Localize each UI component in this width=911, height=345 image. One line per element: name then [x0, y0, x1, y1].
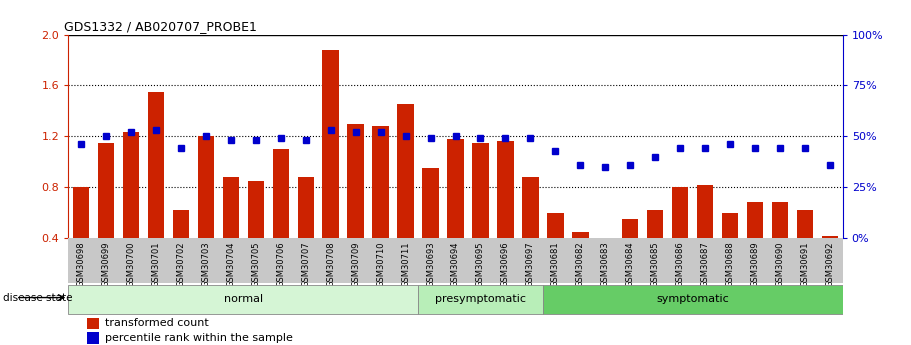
Text: GSM30703: GSM30703 — [201, 241, 210, 287]
Bar — [822, 236, 838, 289]
Text: GSM30683: GSM30683 — [601, 241, 609, 287]
Bar — [222, 177, 239, 289]
Bar — [298, 177, 313, 289]
Text: presymptomatic: presymptomatic — [435, 294, 526, 304]
Bar — [647, 210, 663, 289]
Bar — [198, 136, 214, 289]
Bar — [148, 92, 164, 289]
Bar — [123, 132, 138, 289]
Text: GSM30681: GSM30681 — [551, 241, 560, 287]
Bar — [272, 149, 289, 289]
Text: symptomatic: symptomatic — [657, 294, 729, 304]
Text: GSM30689: GSM30689 — [751, 241, 760, 287]
Text: GSM30707: GSM30707 — [302, 241, 310, 287]
Bar — [73, 187, 89, 289]
Text: GSM30708: GSM30708 — [326, 241, 335, 287]
Text: GSM30688: GSM30688 — [726, 241, 735, 287]
Text: GSM30690: GSM30690 — [776, 241, 784, 287]
Text: GSM30692: GSM30692 — [825, 241, 834, 287]
Bar — [672, 187, 689, 289]
Text: GSM30691: GSM30691 — [801, 241, 810, 287]
Text: GSM30686: GSM30686 — [676, 241, 685, 287]
Bar — [497, 141, 514, 289]
Text: GSM30699: GSM30699 — [101, 241, 110, 287]
Text: GSM30704: GSM30704 — [226, 241, 235, 287]
Bar — [622, 219, 639, 289]
Text: GSM30682: GSM30682 — [576, 241, 585, 287]
Text: GSM30706: GSM30706 — [276, 241, 285, 287]
Bar — [797, 210, 814, 289]
Text: GSM30702: GSM30702 — [176, 241, 185, 287]
Text: GSM30711: GSM30711 — [401, 241, 410, 287]
Bar — [397, 105, 414, 289]
Bar — [423, 168, 438, 289]
Text: transformed count: transformed count — [105, 318, 209, 328]
Text: GSM30697: GSM30697 — [526, 241, 535, 287]
Text: GSM30700: GSM30700 — [127, 241, 135, 287]
Text: percentile rank within the sample: percentile rank within the sample — [105, 333, 292, 343]
Bar — [747, 203, 763, 289]
Bar — [697, 185, 713, 289]
Bar — [522, 177, 538, 289]
Text: GDS1332 / AB020707_PROBE1: GDS1332 / AB020707_PROBE1 — [65, 20, 257, 33]
Bar — [548, 213, 564, 289]
Text: GSM30685: GSM30685 — [650, 241, 660, 287]
Bar — [87, 318, 99, 329]
Text: normal: normal — [223, 294, 262, 304]
Bar — [447, 139, 464, 289]
Bar — [322, 50, 339, 289]
Text: GSM30701: GSM30701 — [151, 241, 160, 287]
Bar — [87, 332, 99, 344]
Text: GSM30693: GSM30693 — [426, 241, 435, 287]
Bar — [572, 232, 589, 289]
Text: GSM30698: GSM30698 — [77, 241, 86, 287]
Bar — [248, 181, 264, 289]
Bar — [373, 126, 389, 289]
FancyBboxPatch shape — [418, 285, 543, 314]
FancyBboxPatch shape — [68, 285, 418, 314]
Bar — [773, 203, 788, 289]
Text: GSM30684: GSM30684 — [626, 241, 635, 287]
Text: GSM30709: GSM30709 — [351, 241, 360, 287]
Text: disease state: disease state — [3, 294, 72, 303]
Bar — [347, 124, 363, 289]
Text: GSM30696: GSM30696 — [501, 241, 510, 287]
Text: GSM30705: GSM30705 — [251, 241, 261, 287]
Bar — [722, 213, 739, 289]
Text: GSM30694: GSM30694 — [451, 241, 460, 287]
Text: GSM30687: GSM30687 — [701, 241, 710, 287]
Text: GSM30695: GSM30695 — [476, 241, 485, 287]
FancyBboxPatch shape — [543, 285, 843, 314]
Bar — [598, 240, 613, 289]
Bar — [172, 210, 189, 289]
Text: GSM30710: GSM30710 — [376, 241, 385, 287]
Bar — [473, 142, 488, 289]
Bar — [97, 142, 114, 289]
